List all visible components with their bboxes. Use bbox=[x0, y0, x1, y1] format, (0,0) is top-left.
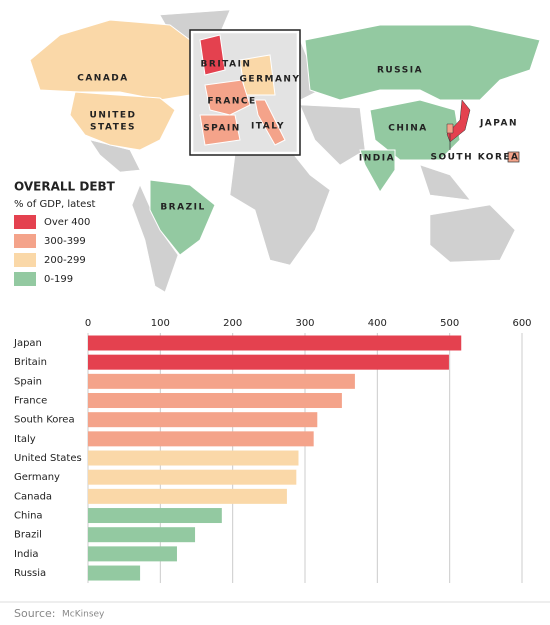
india bbox=[359, 149, 396, 193]
bar bbox=[88, 469, 297, 485]
legend-swatch bbox=[14, 215, 36, 229]
legend-subtitle: % of GDP, latest bbox=[14, 199, 96, 210]
map-label: GERMANY bbox=[240, 75, 301, 85]
map-label: CANADA bbox=[77, 74, 129, 84]
map-label: INDIA bbox=[359, 154, 395, 164]
y-tick-label: France bbox=[14, 396, 47, 407]
bar bbox=[88, 354, 449, 370]
x-tick-label: 300 bbox=[295, 318, 314, 329]
bar bbox=[88, 431, 314, 447]
map-label: SOUTH KOREA bbox=[430, 153, 519, 163]
y-tick-label: Canada bbox=[14, 491, 52, 502]
x-tick-label: 100 bbox=[151, 318, 170, 329]
middle-east bbox=[299, 104, 366, 166]
legend-label: 200-299 bbox=[44, 255, 86, 266]
y-tick-label: Brazil bbox=[14, 530, 42, 541]
africa bbox=[229, 149, 331, 266]
map-label: UNITED bbox=[90, 111, 137, 121]
brazil bbox=[149, 179, 216, 256]
bar bbox=[88, 488, 287, 504]
france bbox=[204, 79, 251, 116]
x-tick-label: 500 bbox=[440, 318, 459, 329]
australia bbox=[429, 204, 516, 263]
russia bbox=[304, 24, 541, 101]
bar bbox=[88, 450, 299, 466]
bar bbox=[88, 527, 196, 543]
mexico bbox=[89, 139, 141, 173]
y-tick-label: Spain bbox=[14, 376, 42, 387]
map-label: BRAZIL bbox=[160, 203, 205, 213]
map-label: FRANCE bbox=[207, 97, 256, 107]
x-tick-label: 200 bbox=[223, 318, 242, 329]
south-korea bbox=[446, 123, 454, 134]
map-label: ITALY bbox=[251, 122, 285, 132]
bar bbox=[88, 565, 141, 581]
southeast-asia bbox=[419, 164, 471, 201]
bar bbox=[88, 335, 462, 351]
x-tick-label: 600 bbox=[512, 318, 531, 329]
map-label: RUSSIA bbox=[377, 66, 423, 76]
spain bbox=[199, 114, 241, 146]
legend-swatch bbox=[14, 253, 36, 267]
y-tick-label: Britain bbox=[14, 357, 47, 368]
korea-swatch bbox=[507, 151, 520, 163]
legend-swatch bbox=[14, 272, 36, 286]
legend-label: 0-199 bbox=[44, 274, 73, 285]
y-tick-label: China bbox=[14, 511, 43, 522]
britain bbox=[199, 34, 226, 76]
canada bbox=[29, 19, 191, 101]
y-tick-label: India bbox=[14, 549, 39, 560]
italy bbox=[254, 99, 286, 146]
united-states bbox=[69, 91, 176, 151]
y-tick-label: Italy bbox=[14, 434, 36, 445]
map-label: SPAIN bbox=[203, 124, 241, 134]
y-tick-label: South Korea bbox=[14, 415, 75, 426]
x-tick-label: 400 bbox=[368, 318, 387, 329]
legend-title: OVERALL DEBT bbox=[14, 180, 116, 194]
bar bbox=[88, 412, 318, 428]
bar bbox=[88, 508, 222, 524]
legend-label: 300-399 bbox=[44, 236, 86, 247]
bar bbox=[88, 373, 355, 389]
y-tick-label: Russia bbox=[14, 568, 46, 579]
y-tick-label: Japan bbox=[13, 338, 42, 349]
source: McKinsey bbox=[62, 610, 105, 620]
source-label: Source: bbox=[14, 607, 56, 620]
map-label: JAPAN bbox=[479, 119, 518, 129]
bar bbox=[88, 546, 177, 562]
legend-label: Over 400 bbox=[44, 217, 90, 228]
y-tick-label: United States bbox=[14, 453, 82, 464]
bar bbox=[88, 393, 342, 409]
x-tick-label: 0 bbox=[85, 318, 91, 329]
world-map bbox=[29, 9, 541, 293]
map-label: CHINA bbox=[388, 124, 427, 134]
legend-swatch bbox=[14, 234, 36, 248]
map-label: STATES bbox=[90, 123, 136, 133]
y-tick-label: Germany bbox=[14, 472, 60, 483]
map-label: BRITAIN bbox=[201, 60, 252, 70]
